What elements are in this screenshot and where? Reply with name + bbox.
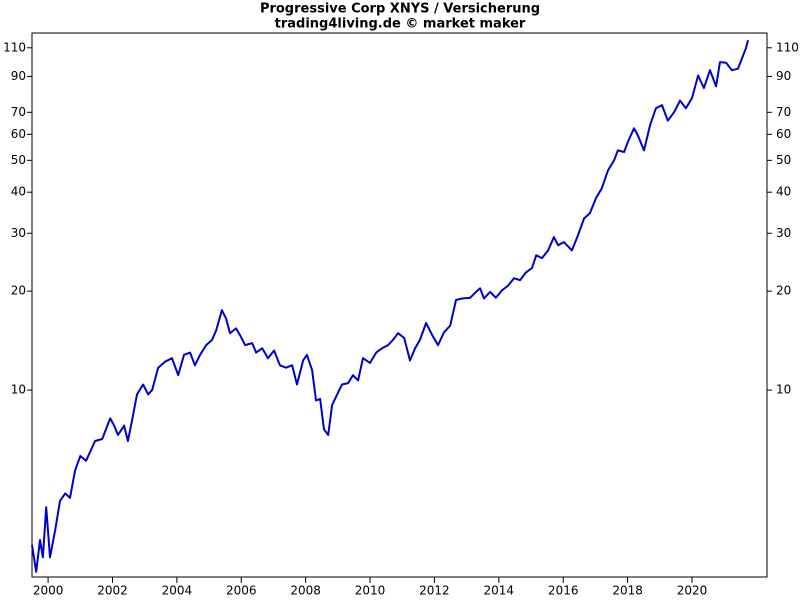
x-tick-label: 2016 (548, 584, 579, 598)
y2-tick-label: 30 (776, 226, 791, 240)
y-tick-label: 90 (11, 69, 26, 83)
x-tick-label: 2010 (355, 584, 386, 598)
y-tick-label: 70 (11, 105, 26, 119)
price-line (31, 39, 749, 573)
x-tick-label: 2002 (97, 584, 128, 598)
x-tick-label: 2006 (226, 584, 257, 598)
chart-subtitle: trading4living.de © market maker (275, 17, 526, 32)
y-tick-label: 40 (11, 185, 26, 199)
chart-title: Progressive Corp XNYS / Versicherung (260, 2, 540, 17)
y2-tick-label: 50 (776, 153, 791, 167)
y-tick-label: 60 (11, 127, 26, 141)
y-tick-label: 110 (3, 40, 26, 54)
x-tick-label: 2020 (677, 584, 708, 598)
y-tick-label: 50 (11, 153, 26, 167)
y-tick-label: 30 (11, 226, 26, 240)
y-tick-label: 20 (11, 284, 26, 298)
y2-tick-label: 20 (776, 284, 791, 298)
y2-tick-label: 40 (776, 185, 791, 199)
x-tick-label: 2018 (612, 584, 643, 598)
y2-tick-label: 90 (776, 69, 791, 83)
x-tick-label: 2000 (33, 584, 64, 598)
x-tick-label: 2014 (484, 584, 515, 598)
y2-tick-label: 60 (776, 127, 791, 141)
x-tick-label: 2012 (419, 584, 450, 598)
x-tick-label: 2004 (162, 584, 193, 598)
x-tick-label: 2008 (290, 584, 321, 598)
y-tick-label: 10 (11, 383, 26, 397)
y2-tick-label: 110 (776, 40, 799, 54)
plot-frame (31, 32, 768, 578)
y2-tick-label: 70 (776, 105, 791, 119)
y2-tick-label: 10 (776, 383, 791, 397)
